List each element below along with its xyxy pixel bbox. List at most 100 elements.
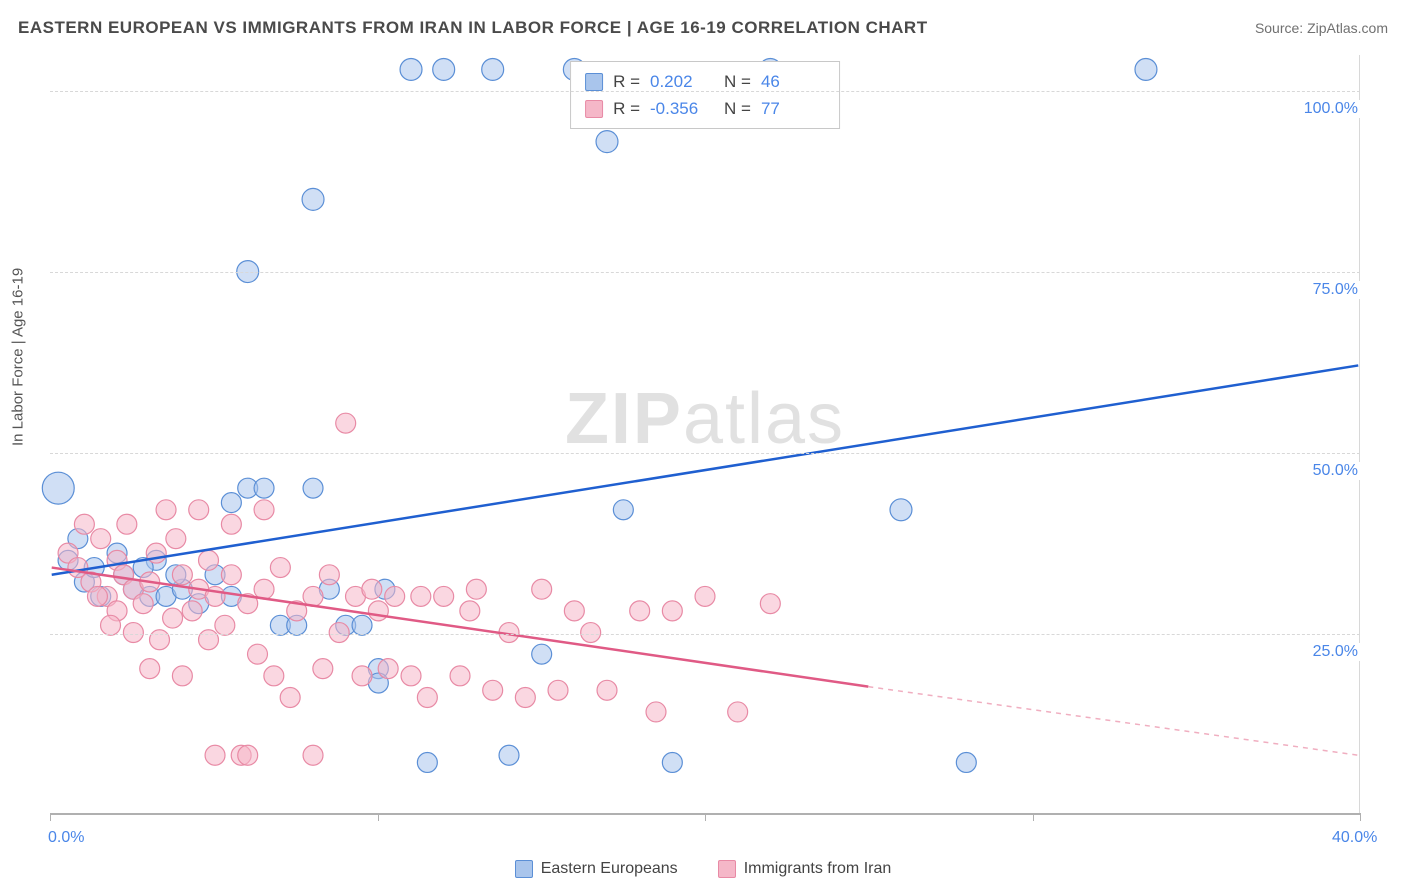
gridline <box>50 272 1360 273</box>
scatter-point <box>280 688 300 708</box>
scatter-point <box>434 586 454 606</box>
chart-title: EASTERN EUROPEAN VS IMMIGRANTS FROM IRAN… <box>18 18 928 38</box>
legend-label: Eastern Europeans <box>541 860 678 878</box>
y-tick-label: 50.0% <box>1309 462 1362 480</box>
scatter-point <box>362 579 382 599</box>
legend-swatch <box>585 100 603 118</box>
scatter-point <box>662 752 682 772</box>
scatter-point <box>156 500 176 520</box>
scatter-point <box>401 666 421 686</box>
scatter-point <box>581 623 601 643</box>
scatter-svg <box>50 55 1360 813</box>
legend-item: Eastern Europeans <box>515 860 678 878</box>
scatter-point <box>303 478 323 498</box>
scatter-point <box>596 131 618 153</box>
scatter-point <box>87 586 107 606</box>
scatter-point <box>189 500 209 520</box>
y-tick-label: 25.0% <box>1309 643 1362 661</box>
scatter-point <box>74 514 94 534</box>
x-tick <box>1360 813 1361 821</box>
scatter-point <box>499 745 519 765</box>
correlation-box: R =0.202N =46R =-0.356N =77 <box>570 61 840 129</box>
legend-item: Immigrants from Iran <box>718 860 892 878</box>
scatter-point <box>238 745 258 765</box>
scatter-point <box>303 745 323 765</box>
scatter-point <box>221 565 241 585</box>
scatter-point <box>483 680 503 700</box>
scatter-point <box>182 601 202 621</box>
scatter-point <box>166 529 186 549</box>
scatter-point <box>411 586 431 606</box>
scatter-point <box>319 565 339 585</box>
scatter-point <box>417 752 437 772</box>
scatter-point <box>646 702 666 722</box>
scatter-point <box>728 702 748 722</box>
scatter-point <box>400 58 422 80</box>
scatter-point <box>254 500 274 520</box>
scatter-point <box>172 666 192 686</box>
legend-label: Immigrants from Iran <box>744 860 892 878</box>
scatter-point <box>564 601 584 621</box>
n-value: 77 <box>761 95 825 122</box>
scatter-point <box>352 666 372 686</box>
scatter-point <box>150 630 170 650</box>
scatter-point <box>254 579 274 599</box>
plot-area: ZIPatlas R =0.202N =46R =-0.356N =77 25.… <box>50 55 1360 815</box>
scatter-point <box>329 623 349 643</box>
scatter-point <box>313 659 333 679</box>
scatter-point <box>1135 58 1157 80</box>
gridline <box>50 453 1360 454</box>
n-label: N = <box>724 95 751 122</box>
scatter-point <box>163 608 183 628</box>
scatter-point <box>221 493 241 513</box>
scatter-point <box>101 615 121 635</box>
scatter-point <box>433 58 455 80</box>
scatter-point <box>597 680 617 700</box>
gridline <box>50 634 1360 635</box>
source-label: Source: ZipAtlas.com <box>1255 20 1388 36</box>
scatter-point <box>199 630 219 650</box>
scatter-point <box>466 579 486 599</box>
scatter-point <box>172 565 192 585</box>
scatter-point <box>352 615 372 635</box>
scatter-point <box>515 688 535 708</box>
scatter-point <box>302 188 324 210</box>
scatter-point <box>140 659 160 679</box>
scatter-point <box>221 514 241 534</box>
y-tick-label: 75.0% <box>1309 281 1362 299</box>
scatter-point <box>215 615 235 635</box>
scatter-point <box>613 500 633 520</box>
scatter-point <box>662 601 682 621</box>
r-label: R = <box>613 95 640 122</box>
scatter-point <box>42 472 74 504</box>
scatter-point <box>117 514 137 534</box>
scatter-point <box>270 558 290 578</box>
x-tick <box>1033 813 1034 821</box>
trend-line <box>868 687 1358 756</box>
scatter-point <box>385 586 405 606</box>
scatter-point <box>760 594 780 614</box>
scatter-point <box>548 680 568 700</box>
x-tick <box>705 813 706 821</box>
x-tick-label: 0.0% <box>48 829 84 847</box>
scatter-point <box>336 413 356 433</box>
scatter-point <box>248 644 268 664</box>
scatter-point <box>482 58 504 80</box>
x-tick <box>50 813 51 821</box>
correlation-row: R = -0.356 N = 77 <box>585 95 825 122</box>
scatter-point <box>532 644 552 664</box>
bottom-legend: Eastern Europeans Immigrants from Iran <box>0 860 1406 878</box>
legend-swatch <box>718 860 736 878</box>
r-value: -0.356 <box>650 95 714 122</box>
scatter-point <box>956 752 976 772</box>
legend-swatch <box>515 860 533 878</box>
scatter-point <box>460 601 480 621</box>
title-bar: EASTERN EUROPEAN VS IMMIGRANTS FROM IRAN… <box>18 18 1388 38</box>
scatter-point <box>91 529 111 549</box>
scatter-point <box>254 478 274 498</box>
legend-swatch <box>585 73 603 91</box>
scatter-point <box>695 586 715 606</box>
x-tick-label: 40.0% <box>1332 829 1377 847</box>
scatter-point <box>199 550 219 570</box>
scatter-point <box>378 659 398 679</box>
